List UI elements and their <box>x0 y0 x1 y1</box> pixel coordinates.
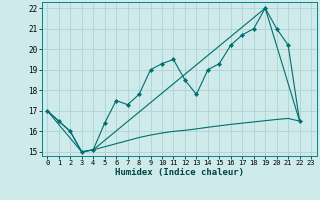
X-axis label: Humidex (Indice chaleur): Humidex (Indice chaleur) <box>115 168 244 177</box>
